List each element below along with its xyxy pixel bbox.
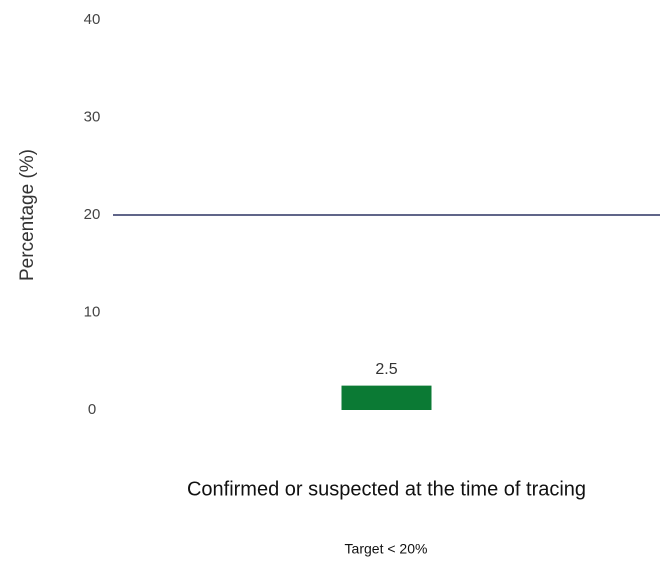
y-tick-label: 20 [84,206,101,223]
x-tick-label: Confirmed or suspected at the time of tr… [187,478,586,500]
y-tick-label: 40 [84,11,101,28]
target-note: Target < 20% [345,541,428,557]
y-tick-label: 10 [84,303,101,320]
y-axis-label: Percentage (%) [17,149,38,281]
y-tick-label: 30 [84,108,101,125]
value-label: 2.5 [375,361,397,378]
bar [341,385,432,410]
y-tick-label: 0 [88,401,96,418]
